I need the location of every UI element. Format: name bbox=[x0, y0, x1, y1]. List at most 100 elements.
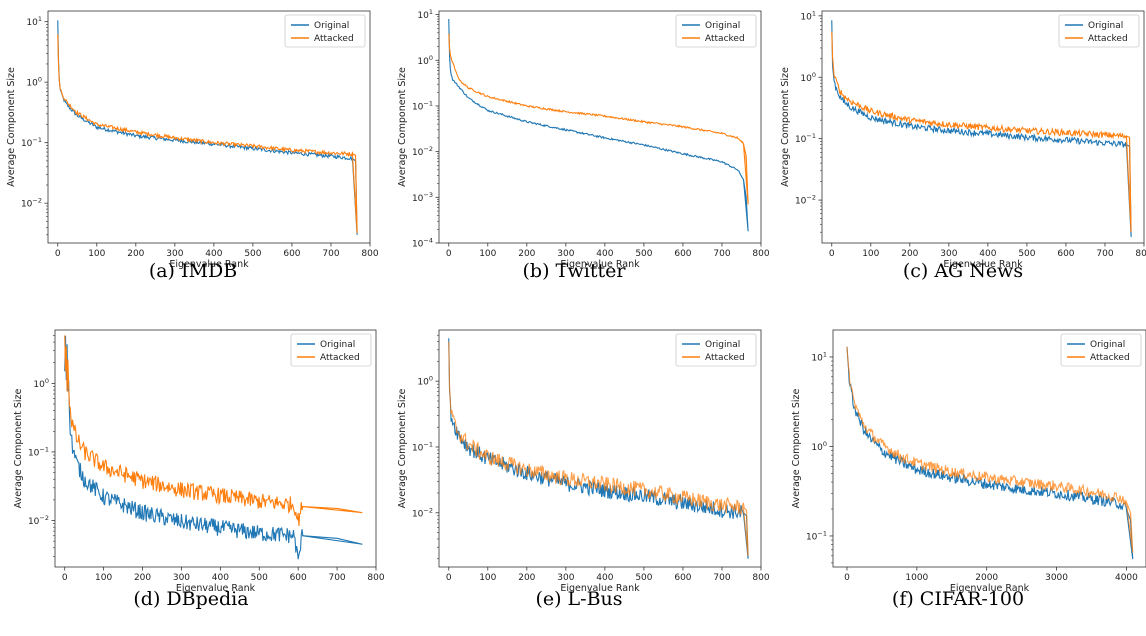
legend-label-original: Original bbox=[705, 21, 740, 31]
y-tick-label: 10−2 bbox=[412, 506, 433, 519]
panel-caption: (f) CIFAR-100 bbox=[892, 588, 1024, 610]
panel-caption: (a) IMDB bbox=[149, 260, 237, 282]
legend-label-attacked: Attacked bbox=[705, 34, 745, 44]
x-tick-label: 500 bbox=[1018, 249, 1035, 259]
x-tick-label: 600 bbox=[283, 249, 300, 259]
panel-caption: (d) DBpedia bbox=[133, 588, 248, 610]
series-attacked-line bbox=[448, 33, 749, 205]
legend-label-attacked: Attacked bbox=[705, 353, 745, 363]
x-tick-label: 700 bbox=[322, 249, 339, 259]
x-tick-label: 400 bbox=[596, 573, 613, 583]
chart-panel: 100 10−1 10−2 0 100 200 300 400 500 600 700 800 Eige… bbox=[397, 329, 770, 610]
x-tick-label: 600 bbox=[674, 249, 691, 259]
x-tick-label: 200 bbox=[901, 249, 918, 259]
x-tick-label: 300 bbox=[166, 249, 183, 259]
y-axis-label: Average Component Size bbox=[397, 67, 408, 187]
legend bbox=[284, 14, 366, 48]
panel-caption: (c) AG News bbox=[903, 260, 1023, 282]
x-tick-label: 2000 bbox=[975, 573, 998, 583]
panel-caption: (e) L-Bus bbox=[535, 588, 622, 610]
x-tick-label: 300 bbox=[557, 573, 574, 583]
x-tick-label: 3000 bbox=[1045, 573, 1068, 583]
y-tick-label: 101 bbox=[811, 350, 827, 363]
x-tick-label: 700 bbox=[1096, 249, 1113, 259]
y-tick-label: 10−1 bbox=[412, 99, 433, 112]
x-tick-label: 0 bbox=[55, 249, 61, 259]
chart-panel: 100 10−1 10−2 0 100 200 300 400 500 600 700 800 Eige… bbox=[13, 329, 385, 610]
series-original-line bbox=[64, 335, 363, 560]
legend bbox=[675, 333, 757, 367]
chart-panel: 101 100 10−1 0 1000 2000 3000 4000 Eigenvalue Ra… bbox=[791, 329, 1146, 610]
x-tick-label: 300 bbox=[173, 573, 190, 583]
series-original-line bbox=[448, 338, 749, 559]
x-tick-label: 400 bbox=[212, 573, 229, 583]
y-tick-label: 10−2 bbox=[412, 145, 433, 158]
x-axis-label: Eigenvalue Rank bbox=[560, 583, 640, 594]
x-axis-label: Eigenvalue Rank bbox=[560, 259, 640, 270]
y-tick-label: 10−4 bbox=[412, 237, 433, 250]
x-tick-label: 700 bbox=[713, 249, 730, 259]
x-axis-label: Eigenvalue Rank bbox=[169, 259, 249, 270]
legend-label-original: Original bbox=[314, 21, 349, 31]
y-tick-label: 10−2 bbox=[28, 514, 49, 527]
x-tick-label: 800 bbox=[752, 249, 769, 259]
legend-label-attacked: Attacked bbox=[320, 353, 360, 363]
legend-label-attacked: Attacked bbox=[314, 34, 354, 44]
plot-frame bbox=[832, 329, 1146, 568]
x-tick-label: 0 bbox=[829, 249, 835, 259]
series-attacked-line bbox=[64, 335, 363, 526]
series-attacked-line bbox=[448, 341, 749, 557]
x-tick-label: 600 bbox=[290, 573, 307, 583]
y-tick-label: 100 bbox=[417, 54, 433, 67]
x-tick-label: 500 bbox=[244, 249, 261, 259]
x-tick-label: 200 bbox=[127, 249, 144, 259]
legend-label-original: Original bbox=[1090, 340, 1125, 350]
legend-label-original: Original bbox=[705, 340, 740, 350]
series-original-line bbox=[448, 19, 749, 232]
series-original-line bbox=[831, 20, 1132, 238]
chart-panel: 101 100 10−1 10−2 0 100 200 300 400 500 600 700 800 E… bbox=[780, 9, 1146, 282]
legend-label-original: Original bbox=[1088, 21, 1123, 31]
y-tick-label: 100 bbox=[800, 71, 816, 84]
y-tick-label: 101 bbox=[417, 8, 433, 21]
series-attacked-line bbox=[846, 346, 1134, 553]
x-tick-label: 400 bbox=[979, 249, 996, 259]
x-tick-label: 100 bbox=[479, 249, 496, 259]
x-tick-label: 600 bbox=[674, 573, 691, 583]
plot-frame bbox=[54, 329, 377, 568]
y-tick-label: 100 bbox=[417, 375, 433, 388]
x-tick-label: 800 bbox=[752, 573, 769, 583]
plot-frame bbox=[821, 10, 1145, 244]
x-tick-label: 300 bbox=[557, 249, 574, 259]
y-axis-label: Average Component Size bbox=[791, 388, 802, 508]
x-tick-label: 200 bbox=[518, 573, 535, 583]
y-tick-label: 100 bbox=[26, 76, 42, 89]
x-tick-label: 700 bbox=[713, 573, 730, 583]
legend bbox=[1060, 333, 1142, 367]
y-tick-label: 100 bbox=[33, 377, 49, 390]
x-axis-label: Eigenvalue Rank bbox=[950, 583, 1030, 594]
panel-caption: (b) Twitter bbox=[523, 260, 627, 282]
legend-label-attacked: Attacked bbox=[1090, 353, 1130, 363]
x-tick-label: 200 bbox=[134, 573, 151, 583]
legend-label-original: Original bbox=[320, 340, 355, 350]
y-tick-label: 100 bbox=[811, 440, 827, 453]
legend bbox=[1058, 14, 1140, 48]
x-tick-label: 0 bbox=[446, 249, 452, 259]
x-axis-label: Eigenvalue Rank bbox=[176, 583, 256, 594]
legend-label-attacked: Attacked bbox=[1088, 34, 1128, 44]
y-tick-label: 101 bbox=[26, 15, 42, 28]
x-tick-label: 0 bbox=[446, 573, 452, 583]
x-tick-label: 100 bbox=[95, 573, 112, 583]
x-tick-label: 0 bbox=[62, 573, 68, 583]
x-tick-label: 4000 bbox=[1115, 573, 1138, 583]
y-axis-label: Average Component Size bbox=[6, 67, 17, 187]
y-tick-label: 10−1 bbox=[795, 132, 816, 145]
x-tick-label: 800 bbox=[361, 249, 378, 259]
plot-frame bbox=[47, 10, 371, 244]
x-tick-label: 800 bbox=[1135, 249, 1146, 259]
x-axis-label: Eigenvalue Rank bbox=[943, 259, 1023, 270]
legend bbox=[675, 14, 757, 48]
x-tick-label: 500 bbox=[635, 249, 652, 259]
